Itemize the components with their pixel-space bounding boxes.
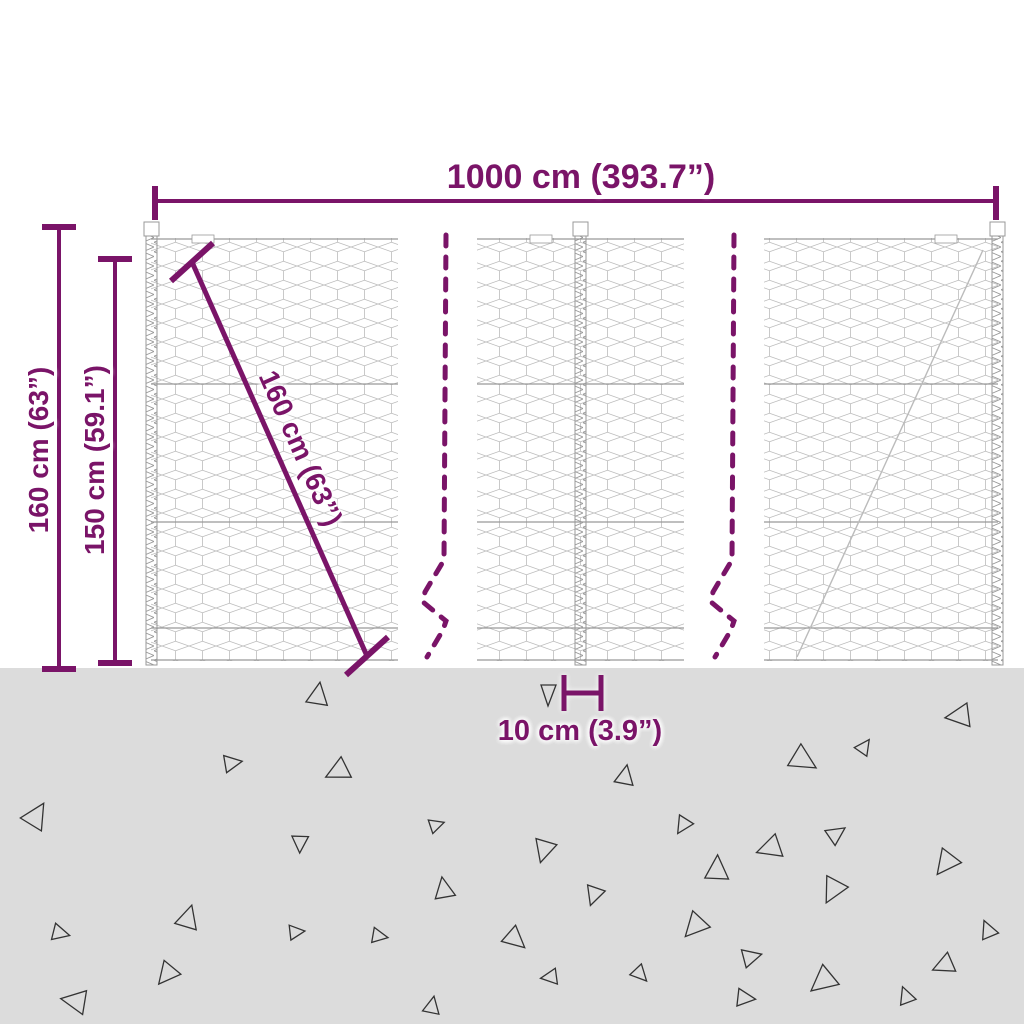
svg-text:160 cm (63”): 160 cm (63”) [23, 367, 54, 534]
svg-text:150 cm (59.1”): 150 cm (59.1”) [79, 365, 110, 555]
svg-text:1000 cm (393.7”): 1000 cm (393.7”) [447, 158, 715, 196]
svg-text:10 cm (3.9”): 10 cm (3.9”) [498, 715, 662, 747]
